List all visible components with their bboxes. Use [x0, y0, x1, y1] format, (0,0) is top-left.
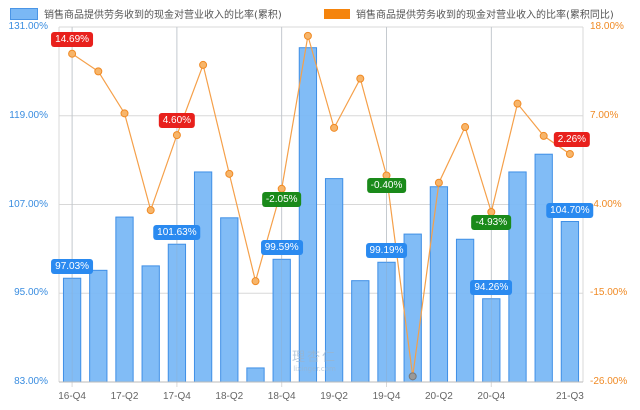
line-value-label: -0.40% — [366, 178, 407, 194]
bar-swatch-icon — [10, 7, 38, 20]
x-tick: 20-Q4 — [477, 391, 506, 402]
line-point — [68, 49, 77, 58]
left-y-tick: 107.00% — [8, 198, 48, 210]
line-point — [408, 372, 417, 381]
bar-value-label: 99.59% — [260, 240, 303, 256]
x-tick: 17-Q4 — [162, 391, 191, 402]
bar-value-label: 97.03% — [51, 259, 94, 275]
bar — [89, 269, 108, 383]
right-y-tick: -15.00% — [590, 287, 628, 299]
line-value-label: 2.26% — [553, 131, 591, 147]
line-series — [71, 35, 571, 377]
right-y-tick: 7.00% — [590, 109, 619, 121]
bar-value-label: 104.70% — [546, 202, 594, 218]
left-y-tick: 95.00% — [14, 287, 48, 299]
bar — [455, 238, 475, 383]
line-value-label: -2.05% — [261, 191, 302, 207]
watermark-cn: 理杏仁 — [292, 350, 338, 365]
line-point — [461, 123, 470, 132]
x-tick: 16-Q4 — [58, 391, 86, 402]
legend-label-bar: 销售商品提供劳务收到的现金对营业收入的比率(累积) — [44, 10, 282, 21]
right-y-tick: -26.00% — [590, 376, 628, 387]
line-point — [434, 178, 443, 187]
bar-value-label: 99.19% — [365, 243, 408, 259]
line-value-label: -4.93% — [471, 215, 512, 230]
legend-item-line[interactable]: 销售商品提供劳务收到的现金对营业收入的比率(累积同比) — [324, 6, 614, 21]
line-point — [94, 67, 103, 76]
bar-value-label: 101.63% — [153, 225, 201, 241]
bar — [220, 217, 239, 383]
line-point — [539, 131, 548, 140]
left-y-tick: 131.00% — [8, 21, 48, 32]
x-tick: 17-Q2 — [110, 391, 139, 402]
line-point — [565, 149, 574, 158]
bar — [351, 280, 370, 383]
bar-value-label: 94.26% — [470, 279, 513, 295]
line-point — [356, 74, 365, 83]
watermark: 理杏仁 lixinger.com — [292, 346, 337, 373]
legend-item-bar[interactable]: 销售商品提供劳务收到的现金对营业收入的比率(累积) — [10, 6, 282, 21]
x-tick: 18-Q4 — [267, 391, 296, 402]
bar — [429, 186, 449, 383]
line-point — [251, 277, 260, 286]
bar — [115, 216, 134, 383]
right-y-tick: 18.00% — [590, 21, 624, 32]
bar — [298, 47, 318, 383]
x-tick: 18-Q2 — [215, 391, 244, 402]
line-value-label: 14.69% — [51, 31, 94, 47]
chart-legend: 销售商品提供劳务收到的现金对营业收入的比率(累积) 销售商品提供劳务收到的现金对… — [0, 6, 640, 22]
left-y-tick: 119.00% — [9, 109, 48, 121]
line-value-label: 4.60% — [158, 113, 196, 129]
line-point — [146, 206, 155, 215]
x-tick: 21-Q3 — [555, 391, 584, 402]
legend-label-line: 销售商品提供劳务收到的现金对营业收入的比率(累积同比) — [356, 10, 614, 21]
bar — [560, 221, 580, 383]
line-point — [199, 60, 208, 69]
left-y-tick: 83.00% — [14, 376, 48, 387]
bar — [508, 171, 527, 383]
x-tick: 19-Q2 — [320, 391, 348, 402]
right-y-tick: -4.00% — [590, 198, 622, 210]
line-point — [330, 123, 339, 132]
line-point — [120, 109, 129, 118]
x-tick: 19-Q4 — [372, 391, 401, 402]
line-point — [513, 99, 522, 108]
bar — [534, 153, 553, 383]
line-swatch-icon — [324, 8, 350, 19]
line-point — [172, 131, 181, 140]
bar — [246, 367, 265, 383]
watermark-en: lixinger.com — [293, 365, 336, 373]
bar — [141, 265, 160, 383]
bar — [193, 171, 213, 383]
line-point — [303, 31, 312, 40]
x-tick: 20-Q2 — [424, 391, 453, 402]
line-point — [225, 169, 234, 178]
